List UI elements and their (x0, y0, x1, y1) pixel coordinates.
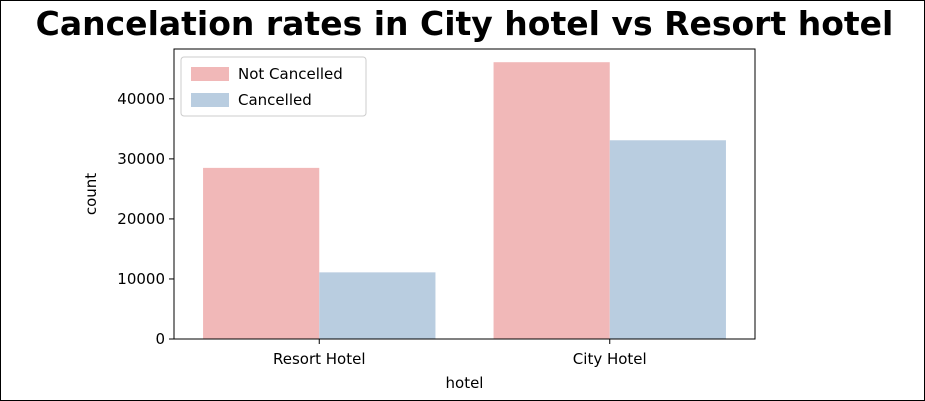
axes-frame (173, 48, 756, 340)
bar-cancelled-city-hotel (609, 140, 726, 339)
legend-swatch-not-cancelled (191, 67, 229, 81)
legend-label: Cancelled (238, 91, 312, 109)
y-tick-label: 40000 (117, 90, 165, 108)
y-ticks-group: 0 10000 20000 30000 40000 (117, 90, 174, 348)
legend-label: Not Cancelled (238, 65, 343, 83)
chart-title: Cancelation rates in City hotel vs Resor… (35, 4, 894, 43)
bar-not-cancelled-resort-hotel (203, 167, 320, 339)
y-axis-label: count (82, 173, 100, 215)
y-tick-label: 30000 (117, 150, 165, 168)
y-tick-label: 10000 (117, 270, 165, 288)
y-tick-label: 0 (155, 330, 165, 348)
y-tick-label: 20000 (117, 210, 165, 228)
bar-not-cancelled-city-hotel (493, 62, 610, 340)
x-tick-label: City Hotel (573, 350, 647, 368)
x-tick-label: Resort Hotel (273, 350, 366, 368)
bar-cancelled-resort-hotel (319, 272, 436, 339)
legend: Not Cancelled Cancelled (180, 56, 367, 117)
legend-swatch-cancelled (191, 93, 229, 107)
bars-group (203, 62, 726, 340)
x-axis-label: hotel (446, 374, 484, 392)
x-ticks-group: Resort Hotel City Hotel (273, 339, 647, 368)
